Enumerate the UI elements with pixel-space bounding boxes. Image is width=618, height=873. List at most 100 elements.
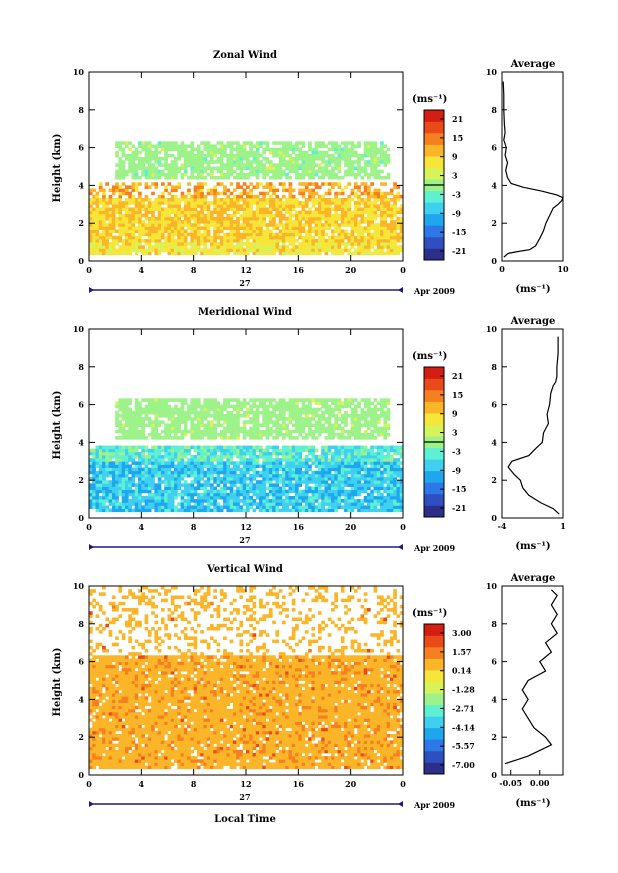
heatmap-cell (232, 492, 237, 497)
heatmap-cell (311, 451, 316, 456)
heatmap-cell (249, 245, 253, 249)
heatmap-cell (268, 489, 273, 494)
heatmap-cell (376, 147, 381, 152)
heatmap-cell (272, 410, 276, 415)
heatmap-cell (223, 226, 227, 230)
heatmap-cell (353, 216, 358, 221)
heatmap-cell (285, 448, 289, 453)
heatmap-cell (311, 194, 316, 199)
heatmap-cell (317, 226, 322, 230)
heatmap-cell (196, 455, 201, 459)
heatmap-cell (288, 160, 293, 164)
heatmap-cell (337, 232, 342, 237)
heatmap-cell (111, 502, 116, 506)
heatmap-cell (393, 223, 397, 227)
heatmap-cell (327, 223, 332, 227)
heatmap-cell (118, 470, 123, 475)
heatmap-cell (174, 163, 178, 167)
heatmap-cell (327, 473, 332, 478)
heatmap-cell (380, 223, 384, 227)
heatmap-cell (344, 157, 348, 161)
heatmap-cell (262, 248, 267, 252)
heatmap-cell (200, 502, 204, 506)
heatmap-cell (190, 248, 195, 252)
heatmap-cell (210, 455, 214, 459)
heatmap-cell (183, 235, 188, 240)
heatmap-cell (190, 505, 195, 509)
heatmap-cell (121, 213, 126, 218)
heatmap-cell (308, 242, 312, 246)
heatmap-cell (95, 232, 100, 237)
heatmap-cell (246, 201, 250, 205)
heatmap-cell (210, 153, 214, 158)
heatmap-cell (242, 426, 247, 431)
colorbar-swatch (424, 110, 444, 122)
heatmap-cell (304, 153, 309, 158)
heatmap-cell (265, 166, 270, 171)
heatmap-cell (340, 248, 345, 252)
heatmap-cell (295, 486, 299, 491)
heatmap-cell (219, 220, 224, 224)
heatmap-cell (147, 492, 152, 497)
heatmap-cell (160, 448, 165, 453)
heatmap-cell (291, 238, 296, 243)
heatmap-cell (180, 404, 185, 409)
heatmap-cell (154, 483, 159, 487)
heatmap-cell (262, 238, 267, 243)
heatmap-cell (272, 223, 276, 227)
heatmap-cell (190, 429, 195, 434)
heatmap-cell (105, 458, 110, 462)
heatmap-cell (219, 248, 224, 252)
heatmap-cell (268, 467, 273, 472)
heatmap-cell (154, 426, 159, 431)
heatmap-cell (383, 194, 388, 199)
heatmap-cell (295, 502, 299, 506)
heatmap-cell (249, 461, 253, 465)
heatmap-cell (115, 163, 119, 167)
heatmap-cell (160, 404, 165, 409)
heatmap-cell (193, 220, 198, 224)
heatmap-cell (246, 429, 250, 434)
heatmap-cell (124, 226, 129, 230)
heatmap-cell (138, 248, 142, 252)
heatmap-cell (324, 144, 329, 148)
heatmap-cell (223, 404, 227, 409)
heatmap-cell (138, 477, 142, 481)
heatmap-cell (232, 169, 237, 174)
heatmap-cell (219, 169, 224, 174)
heatmap-cell (128, 483, 132, 487)
heatmap-cell (327, 461, 332, 465)
heatmap-cell (272, 502, 276, 506)
heatmap-cell (255, 210, 260, 215)
heatmap-cell (278, 235, 283, 240)
heatmap-cell (291, 495, 296, 500)
heatmap-cell (141, 207, 145, 211)
heatmap-cell (102, 495, 106, 500)
date-bar: 27 Apr 2009 (89, 278, 456, 296)
heatmap-cell (183, 166, 188, 171)
heatmap-cell (285, 248, 289, 252)
heatmap-cell (170, 451, 175, 456)
heatmap-cell (193, 499, 198, 503)
heatmap-cell (108, 248, 113, 252)
heatmap-cell (177, 429, 181, 434)
heatmap-cell (311, 220, 316, 224)
heatmap-cell (295, 473, 299, 478)
heatmap-cell (203, 426, 208, 431)
heatmap-cell (206, 436, 211, 440)
heatmap-cell (252, 461, 257, 465)
heatmap-cell (295, 147, 299, 152)
heatmap-cell (167, 483, 172, 487)
heatmap-cell (249, 226, 253, 230)
heatmap-cell (350, 417, 355, 421)
heatmap-cell (200, 420, 204, 424)
heatmap-cell (350, 198, 355, 202)
heatmap-cell (249, 172, 253, 177)
heatmap-cell (285, 232, 289, 237)
heatmap-cell (291, 201, 296, 205)
heatmap-cell (334, 414, 338, 418)
heatmap-cell (193, 426, 198, 431)
heatmap-cell (324, 163, 329, 167)
heatmap-cell (275, 445, 280, 450)
heatmap-cell (177, 232, 181, 237)
